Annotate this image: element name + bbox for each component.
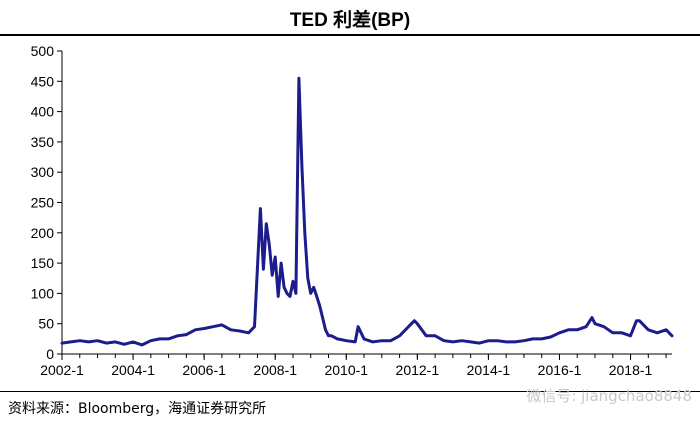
- footer-rule: [0, 391, 700, 392]
- y-tick-label: 200: [31, 225, 55, 241]
- series-group: [60, 76, 674, 347]
- x-tick-label: 2010-1: [324, 362, 368, 378]
- title-rule: [0, 34, 700, 36]
- axes: [61, 51, 672, 355]
- x-tick-label: 2014-1: [467, 362, 511, 378]
- source-note: 资料来源：Bloomberg，海通证券研究所: [8, 401, 267, 417]
- chart-title: TED 利差(BP): [289, 10, 411, 31]
- x-tick-label: 2002-1: [40, 362, 84, 378]
- title-bar: TED 利差(BP): [0, 0, 700, 36]
- y-axis-ticks: 0 50 100 150 200 250 300 350 400 450 500: [31, 43, 62, 362]
- y-tick-label: 150: [31, 255, 55, 271]
- y-tick-label: 500: [31, 43, 55, 59]
- x-tick-label: 2006-1: [182, 362, 226, 378]
- x-axis-ticks: 2002-1 2004-1 2006-1 2008-1 2010-1 2012-1 2014…: [40, 354, 667, 378]
- y-tick-label: 250: [31, 195, 55, 211]
- x-tick-label: 2012-1: [396, 362, 440, 378]
- y-tick-label: 300: [31, 164, 55, 180]
- y-tick-label: 100: [31, 285, 55, 301]
- series-line: [60, 76, 674, 347]
- watermark-text: 微信号: jiangchao8848: [526, 387, 692, 405]
- y-tick-label: 0: [46, 346, 54, 362]
- x-tick-label: 2004-1: [111, 362, 155, 378]
- x-tick-label: 2016-1: [538, 362, 582, 378]
- x-tick-label: 2008-1: [253, 362, 297, 378]
- y-tick-label: 450: [31, 73, 55, 89]
- y-tick-label: 50: [38, 316, 54, 332]
- x-tick-label: 2018-1: [609, 362, 653, 378]
- y-tick-label: 400: [31, 104, 55, 120]
- y-tick-label: 350: [31, 134, 55, 150]
